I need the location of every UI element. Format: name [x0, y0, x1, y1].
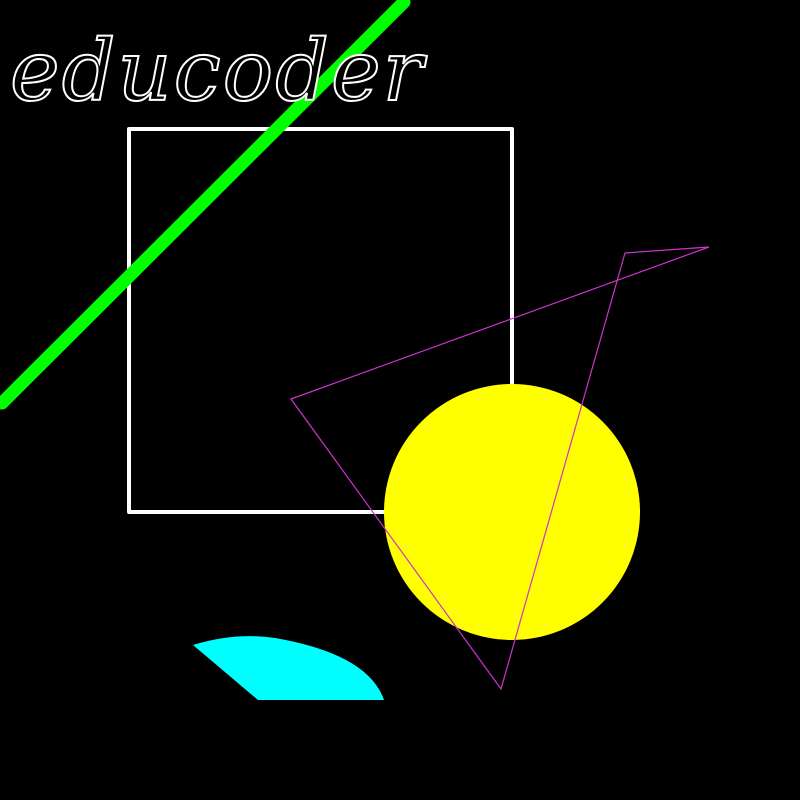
yellow-circle	[384, 384, 640, 640]
cyan-ellipse-segment	[193, 636, 384, 700]
green-diagonal-line	[0, 0, 411, 410]
white-rectangle	[127, 127, 514, 514]
magenta-triangle	[290, 246, 710, 691]
educoder-logo-text: educoder	[10, 22, 428, 120]
